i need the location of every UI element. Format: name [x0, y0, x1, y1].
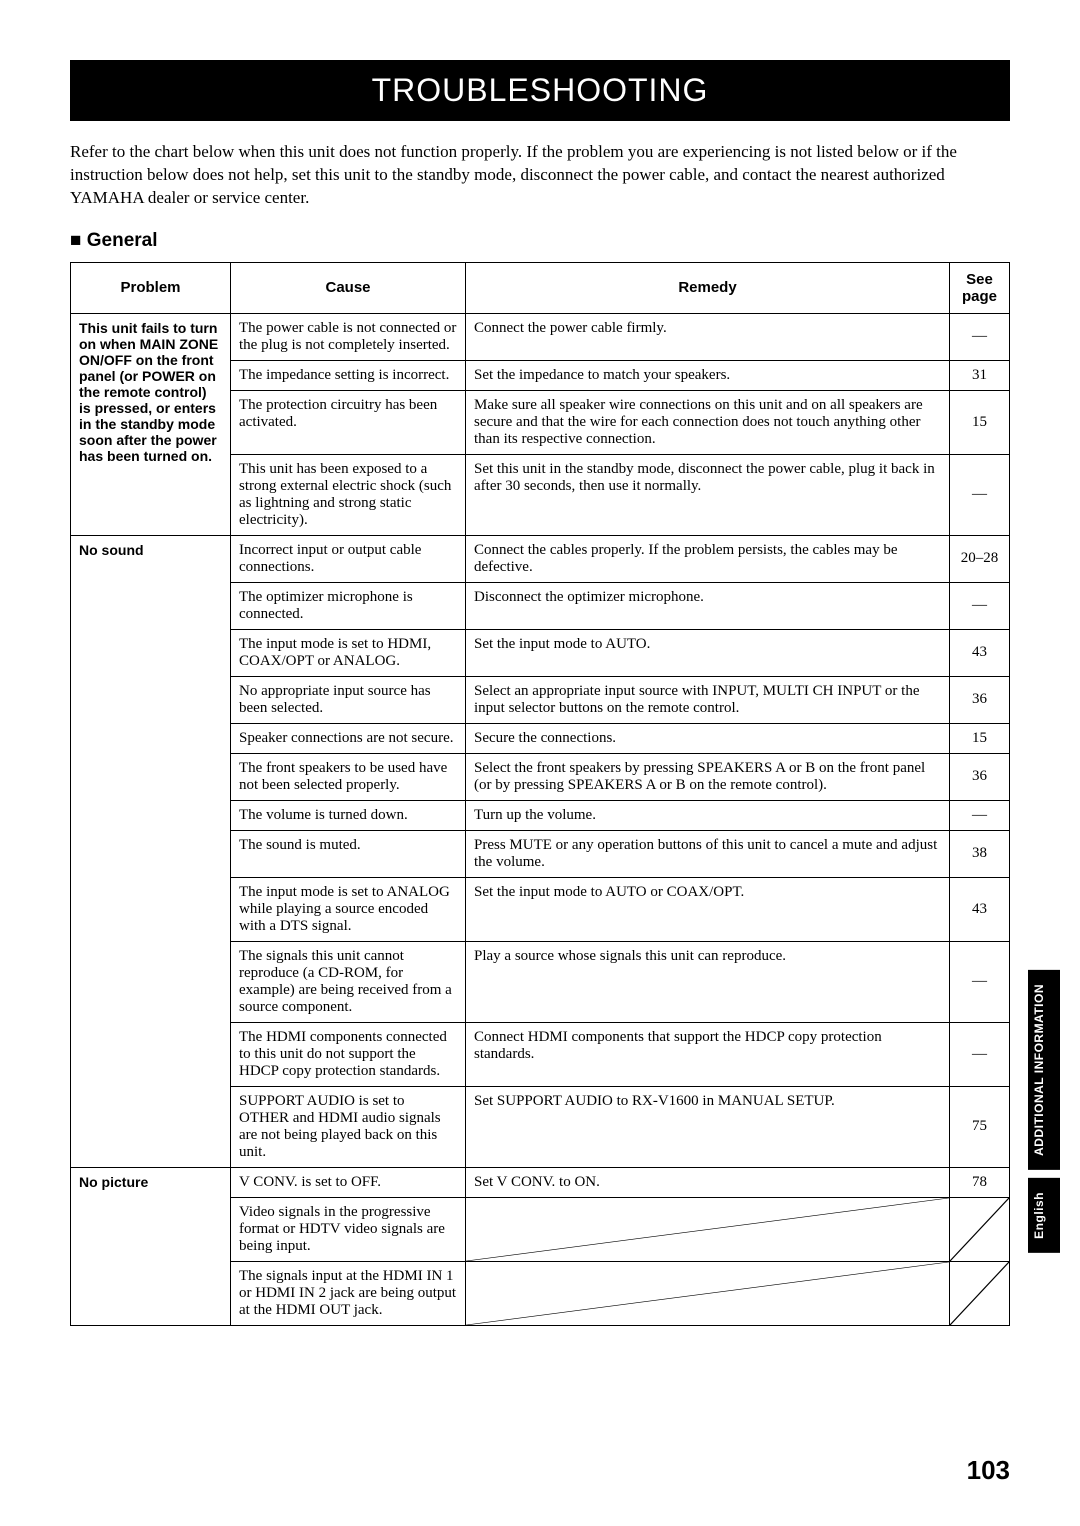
page-cell: 43: [950, 629, 1010, 676]
cause-cell: The impedance setting is incorrect.: [231, 360, 466, 390]
cause-cell: The optimizer microphone is connected.: [231, 582, 466, 629]
remedy-cell: Select an appropriate input source with …: [466, 676, 950, 723]
remedy-cell: Set SUPPORT AUDIO to RX-V1600 in MANUAL …: [466, 1086, 950, 1167]
cause-cell: The power cable is not connected or the …: [231, 313, 466, 360]
remedy-cell: Turn up the volume.: [466, 800, 950, 830]
intro-paragraph: Refer to the chart below when this unit …: [70, 141, 1010, 210]
cause-cell: The signals input at the HDMI IN 1 or HD…: [231, 1261, 466, 1325]
cause-cell: No appropriate input source has been sel…: [231, 676, 466, 723]
col-page: See page: [950, 262, 1010, 313]
page-cell: 36: [950, 676, 1010, 723]
remedy-cell: Secure the connections.: [466, 723, 950, 753]
page-cell: —: [950, 941, 1010, 1022]
cause-cell: The HDMI components connected to this un…: [231, 1022, 466, 1086]
cause-cell: The signals this unit cannot reproduce (…: [231, 941, 466, 1022]
page-cell: 43: [950, 877, 1010, 941]
table-row: This unit fails to turn on when MAIN ZON…: [71, 313, 1010, 360]
cause-cell: The sound is muted.: [231, 830, 466, 877]
page-cell: 15: [950, 723, 1010, 753]
remedy-cell: Set the input mode to AUTO.: [466, 629, 950, 676]
page-cell: —: [950, 313, 1010, 360]
table-header-row: Problem Cause Remedy See page: [71, 262, 1010, 313]
remedy-cell-empty: [466, 1197, 950, 1261]
col-remedy: Remedy: [466, 262, 950, 313]
remedy-cell: Connect the power cable firmly.: [466, 313, 950, 360]
tab-english: English: [1028, 1178, 1060, 1253]
remedy-cell: Set the input mode to AUTO or COAX/OPT.: [466, 877, 950, 941]
problem-cell: This unit fails to turn on when MAIN ZON…: [71, 313, 231, 535]
section-heading-general: General: [70, 230, 1010, 252]
cause-cell: The protection circuitry has been activa…: [231, 390, 466, 454]
col-cause: Cause: [231, 262, 466, 313]
remedy-cell-empty: [466, 1261, 950, 1325]
remedy-cell: Set V CONV. to ON.: [466, 1167, 950, 1197]
cause-cell: Incorrect input or output cable connecti…: [231, 535, 466, 582]
page-title: TROUBLESHOOTING: [70, 60, 1010, 121]
page-cell: 78: [950, 1167, 1010, 1197]
cause-cell: The input mode is set to ANALOG while pl…: [231, 877, 466, 941]
page-cell: 31: [950, 360, 1010, 390]
tab-additional-info: ADDITIONAL INFORMATION: [1028, 970, 1060, 1170]
page-cell: 38: [950, 830, 1010, 877]
problem-cell: No sound: [71, 535, 231, 1167]
cause-cell: V CONV. is set to OFF.: [231, 1167, 466, 1197]
remedy-cell: Select the front speakers by pressing SP…: [466, 753, 950, 800]
page-cell: —: [950, 582, 1010, 629]
table-row: No picture V CONV. is set to OFF. Set V …: [71, 1167, 1010, 1197]
cause-cell: Speaker connections are not secure.: [231, 723, 466, 753]
remedy-cell: Set the impedance to match your speakers…: [466, 360, 950, 390]
cause-cell: Video signals in the progressive format …: [231, 1197, 466, 1261]
cause-cell: The volume is turned down.: [231, 800, 466, 830]
remedy-cell: Press MUTE or any operation buttons of t…: [466, 830, 950, 877]
page-cell: —: [950, 800, 1010, 830]
page-cell-empty: [950, 1261, 1010, 1325]
side-tabs: ADDITIONAL INFORMATION English: [1028, 970, 1060, 1261]
cause-cell: The front speakers to be used have not b…: [231, 753, 466, 800]
cause-cell: The input mode is set to HDMI, COAX/OPT …: [231, 629, 466, 676]
remedy-cell: Make sure all speaker wire connections o…: [466, 390, 950, 454]
remedy-cell: Disconnect the optimizer microphone.: [466, 582, 950, 629]
page-cell: —: [950, 1022, 1010, 1086]
remedy-cell: Set this unit in the standby mode, disco…: [466, 454, 950, 535]
troubleshooting-table: Problem Cause Remedy See page This unit …: [70, 262, 1010, 1326]
page-cell: 75: [950, 1086, 1010, 1167]
cause-cell: This unit has been exposed to a strong e…: [231, 454, 466, 535]
page-cell: 15: [950, 390, 1010, 454]
page-cell: —: [950, 454, 1010, 535]
remedy-cell: Play a source whose signals this unit ca…: [466, 941, 950, 1022]
page-number: 103: [967, 1455, 1010, 1486]
table-row: No sound Incorrect input or output cable…: [71, 535, 1010, 582]
col-problem: Problem: [71, 262, 231, 313]
remedy-cell: Connect the cables properly. If the prob…: [466, 535, 950, 582]
page-cell-empty: [950, 1197, 1010, 1261]
remedy-cell: Connect HDMI components that support the…: [466, 1022, 950, 1086]
page-cell: 20–28: [950, 535, 1010, 582]
cause-cell: SUPPORT AUDIO is set to OTHER and HDMI a…: [231, 1086, 466, 1167]
problem-cell: No picture: [71, 1167, 231, 1325]
page-cell: 36: [950, 753, 1010, 800]
